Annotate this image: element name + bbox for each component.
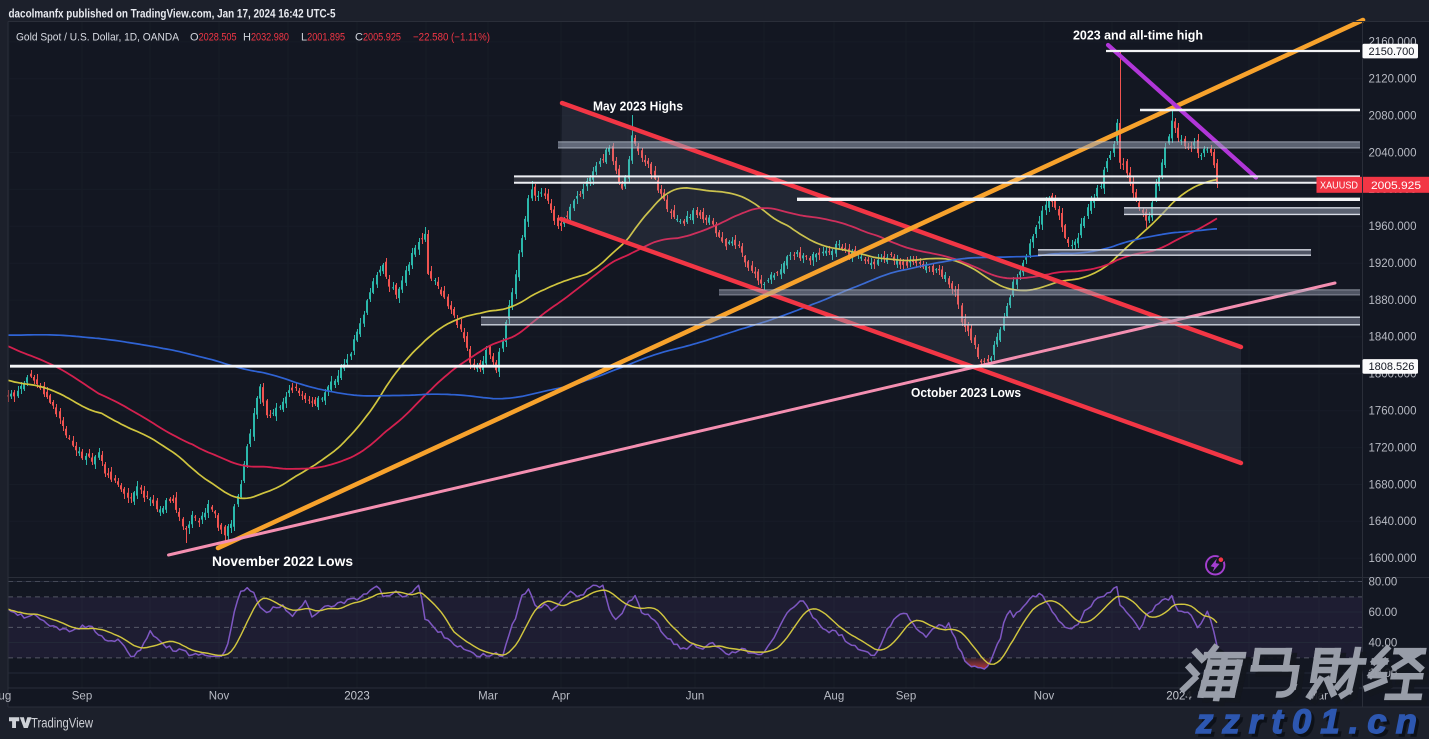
svg-text:Aug: Aug bbox=[824, 691, 844, 703]
svg-text:Nov: Nov bbox=[209, 691, 230, 703]
svg-text:−22.580 (−1.11%): −22.580 (−1.11%) bbox=[413, 32, 490, 44]
svg-text:1960.000: 1960.000 bbox=[1369, 221, 1417, 233]
svg-text:1840.000: 1840.000 bbox=[1369, 332, 1417, 344]
svg-text:October 2023 Lows: October 2023 Lows bbox=[911, 385, 1021, 400]
svg-text:Mar: Mar bbox=[478, 691, 498, 703]
svg-text:L2001.895: L2001.895 bbox=[301, 32, 345, 44]
svg-text:H2032.980: H2032.980 bbox=[243, 32, 289, 44]
svg-text:dacolmanfx published on Tradin: dacolmanfx published on TradingView.com,… bbox=[9, 9, 337, 21]
svg-text:1760.000: 1760.000 bbox=[1369, 406, 1417, 418]
svg-text:XAUUSD: XAUUSD bbox=[1320, 180, 1358, 192]
svg-text:1680.000: 1680.000 bbox=[1369, 479, 1417, 491]
svg-text:1720.000: 1720.000 bbox=[1369, 442, 1417, 454]
svg-text:80.00: 80.00 bbox=[1369, 576, 1398, 588]
svg-text:May 2023 Highs: May 2023 Highs bbox=[593, 99, 683, 114]
svg-text:C2005.925: C2005.925 bbox=[355, 32, 401, 44]
svg-text:2150.700: 2150.700 bbox=[1369, 46, 1415, 58]
svg-text:Jun: Jun bbox=[686, 691, 705, 703]
svg-text:1808.526: 1808.526 bbox=[1369, 361, 1415, 373]
svg-text:Sep: Sep bbox=[72, 691, 92, 703]
svg-text:2023 and all-time high: 2023 and all-time high bbox=[1073, 28, 1203, 43]
svg-text:1880.000: 1880.000 bbox=[1369, 295, 1417, 307]
svg-text:40.00: 40.00 bbox=[1369, 637, 1398, 649]
svg-text:zzrt01.cn: zzrt01.cn bbox=[1195, 703, 1426, 739]
svg-text:1920.000: 1920.000 bbox=[1369, 258, 1417, 270]
svg-text:2023: 2023 bbox=[344, 691, 370, 703]
svg-text:O2028.505: O2028.505 bbox=[190, 32, 237, 44]
svg-text:2005.925: 2005.925 bbox=[1371, 180, 1421, 192]
svg-text:2080.000: 2080.000 bbox=[1369, 111, 1417, 123]
svg-text:Aug: Aug bbox=[0, 691, 11, 703]
svg-text:1640.000: 1640.000 bbox=[1369, 516, 1417, 528]
svg-text:TradingView: TradingView bbox=[31, 716, 93, 731]
svg-text:Sep: Sep bbox=[896, 691, 916, 703]
svg-text:zzrt01.cn: zzrt01.cn bbox=[1198, 706, 1429, 739]
svg-text:2120.000: 2120.000 bbox=[1369, 74, 1417, 86]
svg-text:November 2022 Lows: November 2022 Lows bbox=[212, 554, 353, 569]
svg-text:1600.000: 1600.000 bbox=[1369, 553, 1417, 565]
svg-text:Gold Spot / U.S. Dollar, 1D, O: Gold Spot / U.S. Dollar, 1D, OANDA bbox=[16, 32, 180, 44]
svg-text:Nov: Nov bbox=[1034, 691, 1055, 703]
svg-text:2040.000: 2040.000 bbox=[1369, 147, 1417, 159]
svg-text:Apr: Apr bbox=[552, 691, 570, 703]
svg-text:60.00: 60.00 bbox=[1369, 607, 1398, 619]
